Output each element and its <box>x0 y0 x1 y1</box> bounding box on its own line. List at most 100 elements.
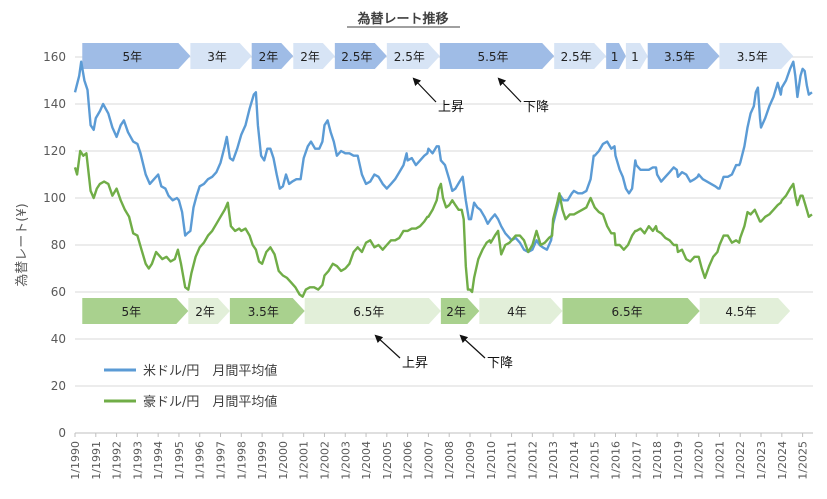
top-down-label: 下降 <box>523 100 549 115</box>
aud-bar-1 <box>82 298 189 324</box>
x-tick-label: 1/2008 <box>443 441 456 480</box>
aud-bar-label-2: 2年 <box>195 305 215 319</box>
aud-bar-label-8: 4.5年 <box>725 305 756 319</box>
aud-trend-bars: 5年 2年 3.5年 6.5年 2年 4年 6.5年 4.5年 <box>82 298 791 324</box>
x-tick-label: 1/2019 <box>672 441 685 480</box>
y-tick-label: 140 <box>43 97 66 111</box>
x-tick-label: 1/1990 <box>69 441 82 480</box>
usd-jpy-line <box>73 60 813 254</box>
x-tick-label: 1/1996 <box>194 441 207 480</box>
x-tick-label: 1/1995 <box>173 441 186 480</box>
x-tick-label: 1/1993 <box>131 441 144 480</box>
x-tick-label: 1/1994 <box>152 441 165 480</box>
x-tick-label: 1/2023 <box>755 441 768 480</box>
x-tick-label: 1/1997 <box>215 441 228 480</box>
usd-bar-9 <box>606 43 626 69</box>
aud-jpy-line <box>73 149 813 298</box>
usd-bar-4 <box>293 43 335 69</box>
usd-bar-8 <box>554 43 607 69</box>
aud-bar-5 <box>440 298 480 324</box>
x-tick-label: 1/2021 <box>713 441 726 480</box>
aud-bar-4 <box>304 298 441 324</box>
x-tick-label: 1/1992 <box>111 441 124 480</box>
usd-bar-label-8: 2.5年 <box>561 50 592 64</box>
usd-bar-label-10: 1 <box>631 50 639 64</box>
x-tick-label: 1/2010 <box>485 441 498 480</box>
x-tick-label: 1/2005 <box>381 441 394 480</box>
usd-bar-7 <box>439 43 555 69</box>
y-tick-label: 0 <box>58 426 66 440</box>
usd-bar-label-3: 2年 <box>259 50 279 64</box>
usd-bar-label-4: 2年 <box>300 50 320 64</box>
usd-bar-label-6: 2.5年 <box>394 50 425 64</box>
usd-bar-label-1: 5年 <box>123 50 143 64</box>
x-tick-label: 1/2004 <box>360 441 373 480</box>
x-tick-label: 1/2016 <box>610 441 623 480</box>
legend-usd-label: 米ドル/円 月間平均値 <box>143 363 277 379</box>
x-tick-label: 1/2009 <box>464 441 477 480</box>
usd-bar-12 <box>719 43 794 69</box>
aud-bar-label-4: 6.5年 <box>353 305 384 319</box>
aud-bar-label-5: 2年 <box>446 305 466 319</box>
usd-trend-bars: 5年 3年 2年 2年 2.5年 2.5年 5.5年 2.5年 1 1 3.5年 3.5年 <box>82 43 794 69</box>
x-tick-label: 1/1991 <box>90 441 103 480</box>
x-tick-label: 1/2017 <box>630 441 643 480</box>
x-tick-label: 1/2012 <box>526 441 539 480</box>
usd-bar-label-11: 3.5年 <box>664 50 695 64</box>
x-tick-label: 1/1998 <box>235 441 248 480</box>
usd-bar-label-7: 5.5年 <box>477 50 508 64</box>
y-tick-label: 60 <box>51 285 66 299</box>
usd-bar-1 <box>82 43 191 69</box>
usd-bar-2 <box>190 43 252 69</box>
x-tick-label: 1/2015 <box>589 441 602 480</box>
aud-bar-2 <box>188 298 230 324</box>
aud-bar-label-7: 6.5年 <box>612 305 643 319</box>
top-up-label: 上昇 <box>438 100 464 115</box>
top-up-arrow <box>412 77 437 103</box>
bottom-annotations: 上昇 下降 <box>374 334 513 371</box>
x-tick-label: 1/2001 <box>298 441 311 480</box>
x-tick-label: 1/2022 <box>734 441 747 480</box>
x-axis-ticks: 1/1990 1/1991 1/1992 1/1993 1/1994 1/1995 1/19… <box>69 433 810 480</box>
aud-bar-8 <box>699 298 791 324</box>
bottom-up-label: 上昇 <box>402 356 428 371</box>
usd-bar-label-12: 3.5年 <box>737 50 768 64</box>
y-tick-label: 20 <box>51 379 66 393</box>
x-tick-label: 1/2000 <box>277 441 290 480</box>
usd-bar-5 <box>334 43 387 69</box>
x-tick-label: 1/2014 <box>568 441 581 480</box>
x-tick-label: 1/2020 <box>693 441 706 480</box>
usd-bar-label-5: 2.5年 <box>341 50 372 64</box>
x-tick-label: 1/1999 <box>256 441 269 480</box>
x-tick-label: 1/2002 <box>318 441 331 480</box>
chart-title: 為替レート推移 <box>357 11 448 27</box>
aud-bar-label-1: 5年 <box>121 305 141 319</box>
y-tick-label: 160 <box>43 50 66 64</box>
usd-bar-6 <box>386 43 440 69</box>
top-annotations: 上昇 下降 <box>412 77 549 115</box>
x-tick-label: 1/2018 <box>651 441 664 480</box>
y-tick-label: 80 <box>51 238 66 252</box>
aud-bar-label-3: 3.5年 <box>248 305 279 319</box>
x-tick-label: 1/2011 <box>506 441 519 480</box>
x-tick-label: 1/2024 <box>776 441 789 480</box>
x-tick-label: 1/2013 <box>547 441 560 480</box>
y-axis-ticks: 0 20 40 60 80 100 120 140 160 <box>43 50 66 440</box>
bottom-down-arrow <box>459 334 486 359</box>
usd-bar-10 <box>625 43 648 69</box>
x-tick-label: 1/2006 <box>402 441 415 480</box>
y-axis-label: 為替レート(¥) <box>14 203 30 286</box>
usd-bar-label-9: 1 <box>611 50 619 64</box>
aud-bar-7 <box>562 298 700 324</box>
aud-bar-6 <box>479 298 563 324</box>
usd-bar-11 <box>647 43 720 69</box>
x-tick-label: 1/2007 <box>422 441 435 480</box>
legend-aud-label: 豪ドル/円 月間平均値 <box>143 394 277 410</box>
y-tick-label: 120 <box>43 144 66 158</box>
aud-bar-3 <box>229 298 305 324</box>
top-down-arrow <box>497 77 522 103</box>
y-tick-label: 40 <box>51 332 66 346</box>
legend: 米ドル/円 月間平均値 豪ドル/円 月間平均値 <box>104 363 277 410</box>
